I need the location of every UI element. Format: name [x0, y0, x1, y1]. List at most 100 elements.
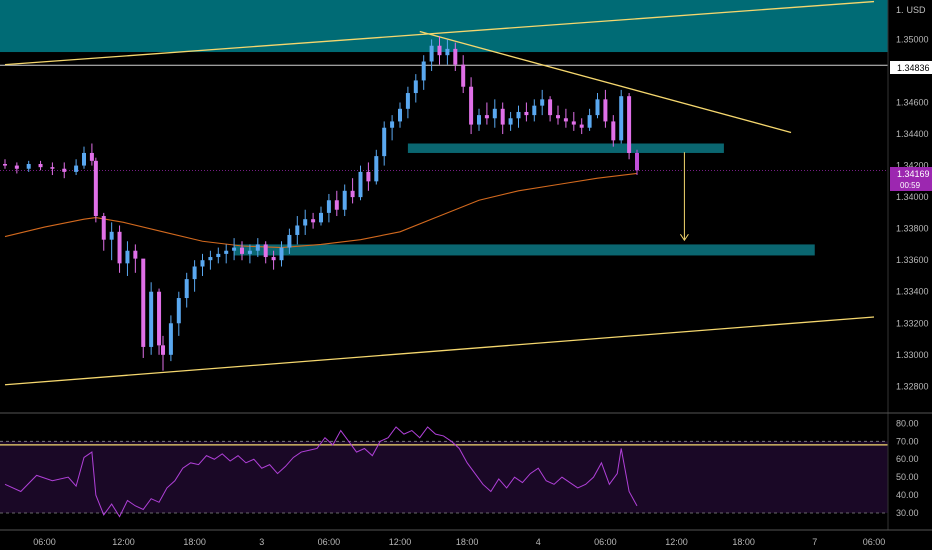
candle-body — [405, 93, 410, 109]
candle-body — [311, 219, 316, 223]
candle-body — [161, 345, 165, 355]
axis-header: 1. USD — [896, 5, 926, 15]
candle-body — [208, 257, 213, 261]
candle-body — [398, 108, 402, 122]
current-price-label: 1.34169 — [897, 169, 930, 179]
candle-body — [263, 244, 268, 258]
time-tick-label: 3 — [259, 537, 264, 547]
candle-body — [3, 164, 7, 166]
candle-body — [149, 291, 154, 347]
candle-body — [319, 212, 323, 223]
candle-body — [453, 48, 458, 65]
candle-body — [350, 190, 355, 198]
rsi-tick-label: 50.00 — [896, 472, 919, 482]
trendline-layer — [0, 0, 888, 386]
candle-body — [255, 244, 260, 251]
rsi-tick-label: 70.00 — [896, 436, 919, 446]
horizontal-line-label: 1.34836 — [897, 63, 930, 73]
candle-body — [603, 99, 608, 122]
horizontal-line-label-box — [890, 61, 932, 74]
candle-body — [133, 250, 138, 259]
candle-body — [524, 111, 529, 116]
candle-body — [461, 64, 466, 87]
candle-body — [595, 99, 600, 116]
candle-layer[interactable] — [3, 36, 639, 371]
rising-lower-trendline — [4, 316, 875, 386]
time-tick-label: 4 — [536, 537, 541, 547]
candle-body — [540, 99, 545, 106]
candle-body — [563, 118, 568, 122]
time-tick-label: 12:00 — [112, 537, 135, 547]
candle-body — [176, 298, 181, 324]
rsi-panel: 80.00 70.00 60.00 50.00 40.00 30.00 — [0, 418, 919, 518]
candle-body — [508, 118, 513, 125]
candle-body — [271, 257, 276, 261]
time-tick-label: 18:00 — [183, 537, 206, 547]
target-arrow-head — [679, 233, 689, 242]
candle-body — [477, 115, 481, 125]
candle-body — [93, 160, 98, 217]
candle-body — [192, 266, 197, 280]
price-label-layer: 1.34836 1.34169 00:59 — [890, 61, 932, 191]
candle-body — [38, 164, 43, 168]
candle-body — [101, 216, 106, 240]
time-tick-label: 06:00 — [594, 537, 617, 547]
time-tick-label: 12:00 — [389, 537, 412, 547]
candle-body — [358, 171, 363, 198]
candle-body — [117, 231, 122, 264]
ema-layer — [4, 172, 638, 249]
rsi-tick-label: 30.00 — [896, 508, 919, 518]
candle-body — [240, 247, 244, 254]
price-tick-label: 1.33200 — [896, 318, 929, 328]
time-tick-label: 12:00 — [665, 537, 688, 547]
countdown-label: 00:59 — [900, 181, 921, 190]
candle-body — [366, 171, 371, 182]
candle-body — [390, 121, 395, 128]
time-tick-label: 06:00 — [318, 537, 341, 547]
mid-support-zone — [407, 143, 724, 153]
candle-body — [374, 156, 379, 182]
candle-body — [421, 61, 426, 81]
lower-support-zone — [234, 244, 815, 256]
candle-body — [627, 96, 632, 153]
rsi-tick-label: 80.00 — [896, 418, 919, 428]
candle-body — [168, 323, 173, 355]
candle-body — [382, 127, 387, 157]
time-tick-label: 18:00 — [732, 537, 755, 547]
candle-body — [184, 279, 189, 299]
time-tick-label: 06:00 — [863, 537, 886, 547]
candle-body — [125, 250, 130, 264]
candle-body — [89, 152, 94, 161]
candle-body — [141, 258, 146, 347]
candle-body — [26, 164, 31, 169]
candle-body — [516, 111, 521, 119]
candle-body — [587, 115, 592, 128]
candle-body — [571, 121, 576, 125]
price-tick-label: 1.34400 — [896, 129, 929, 139]
candle-body — [74, 165, 79, 172]
candle-body — [216, 253, 221, 258]
price-tick-label: 1.33800 — [896, 224, 929, 234]
candle-body — [484, 115, 489, 119]
candle-body — [500, 108, 505, 125]
candle-body — [157, 291, 162, 346]
rsi-tick-label: 40.00 — [896, 490, 919, 500]
candle-body — [200, 260, 205, 267]
ema-line — [4, 172, 638, 249]
candle-body — [437, 45, 442, 56]
candle-body — [635, 152, 639, 171]
candle-body — [413, 80, 418, 94]
rsi-band — [0, 441, 888, 514]
candle-body — [556, 115, 560, 119]
candle-body — [295, 225, 300, 235]
candle-body — [109, 231, 114, 240]
time-tick-label: 18:00 — [456, 537, 479, 547]
candle-body — [62, 168, 67, 172]
candle-body — [429, 45, 434, 62]
candle-body — [445, 48, 450, 56]
candle-body — [287, 234, 292, 248]
candle-body — [334, 200, 339, 210]
rsi-tick-label: 60.00 — [896, 454, 919, 464]
zone-layer — [0, 0, 888, 256]
